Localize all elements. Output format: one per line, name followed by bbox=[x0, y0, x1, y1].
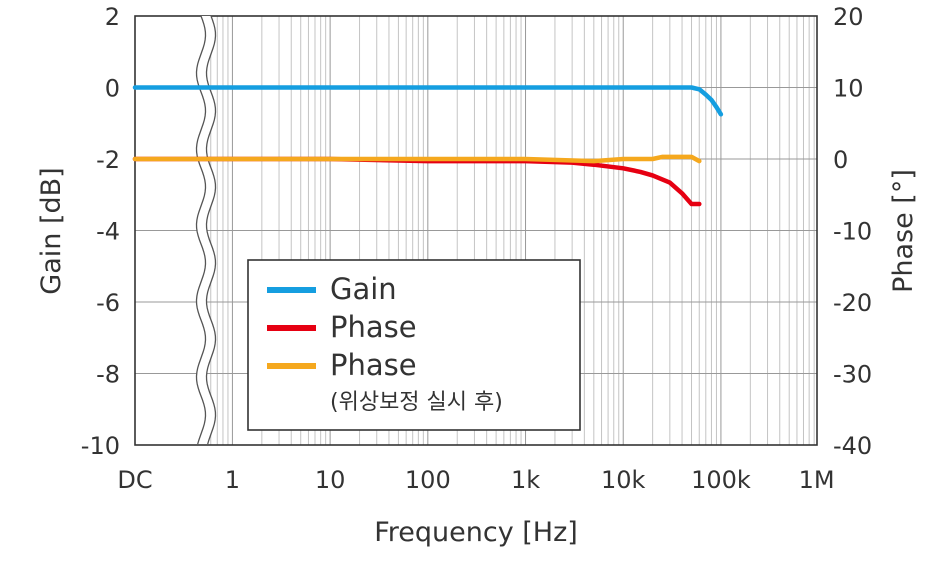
y2-tick-label: -40 bbox=[833, 432, 872, 460]
x-tick-label: 1k bbox=[511, 466, 540, 494]
x-axis-title: Frequency [Hz] bbox=[374, 517, 578, 548]
x-tick-label: 100k bbox=[691, 466, 751, 494]
y2-tick-label: -20 bbox=[833, 289, 872, 317]
y2-tick-label: 0 bbox=[833, 146, 848, 174]
legend: Gain Phase Phase (위상보정 실시 후) bbox=[247, 259, 581, 431]
left-tick-labels: 2 0 -2 -4 -6 -8 -10 bbox=[81, 3, 120, 460]
right-tick-labels: 20 10 0 -10 -20 -30 -40 bbox=[833, 3, 872, 460]
y-tick-label: 2 bbox=[105, 3, 120, 31]
x-tick-label: 1 bbox=[225, 466, 240, 494]
y2-axis-title: Phase [°] bbox=[888, 169, 919, 293]
series-line-2 bbox=[132, 154, 702, 164]
y-tick-label: -6 bbox=[96, 289, 120, 317]
series-line-0 bbox=[132, 85, 724, 117]
legend-label-gain: Gain bbox=[330, 272, 397, 306]
series-layer bbox=[132, 85, 724, 207]
x-tick-label: 100 bbox=[405, 466, 451, 494]
x-tick-label: DC bbox=[117, 466, 152, 494]
y2-tick-label: 10 bbox=[833, 75, 864, 103]
series-line-1 bbox=[132, 156, 702, 207]
bottom-tick-labels: DC 1 10 100 1k 10k 100k 1M bbox=[117, 466, 834, 494]
y2-tick-label: -30 bbox=[833, 361, 872, 389]
y-tick-label: 0 bbox=[105, 75, 120, 103]
y-tick-label: -4 bbox=[96, 218, 120, 246]
x-tick-label: 10 bbox=[315, 466, 346, 494]
y-tick-label: -10 bbox=[81, 432, 120, 460]
legend-sublabel-phase-corrected: (위상보정 실시 후) bbox=[330, 390, 503, 415]
y2-tick-label: -10 bbox=[833, 218, 872, 246]
legend-box bbox=[247, 259, 581, 431]
y-tick-label: -8 bbox=[96, 361, 120, 389]
x-tick-label: 10k bbox=[601, 466, 646, 494]
legend-label-phase-corrected: Phase bbox=[330, 348, 417, 382]
x-tick-label: 1M bbox=[799, 466, 835, 494]
legend-label-phase: Phase bbox=[330, 310, 417, 344]
plot-frame bbox=[134, 15, 818, 446]
y-tick-label: -2 bbox=[96, 146, 120, 174]
y-axis-title: Gain [dB] bbox=[36, 167, 67, 294]
axis-break-gap bbox=[196, 16, 216, 444]
y2-tick-label: 20 bbox=[833, 3, 864, 31]
